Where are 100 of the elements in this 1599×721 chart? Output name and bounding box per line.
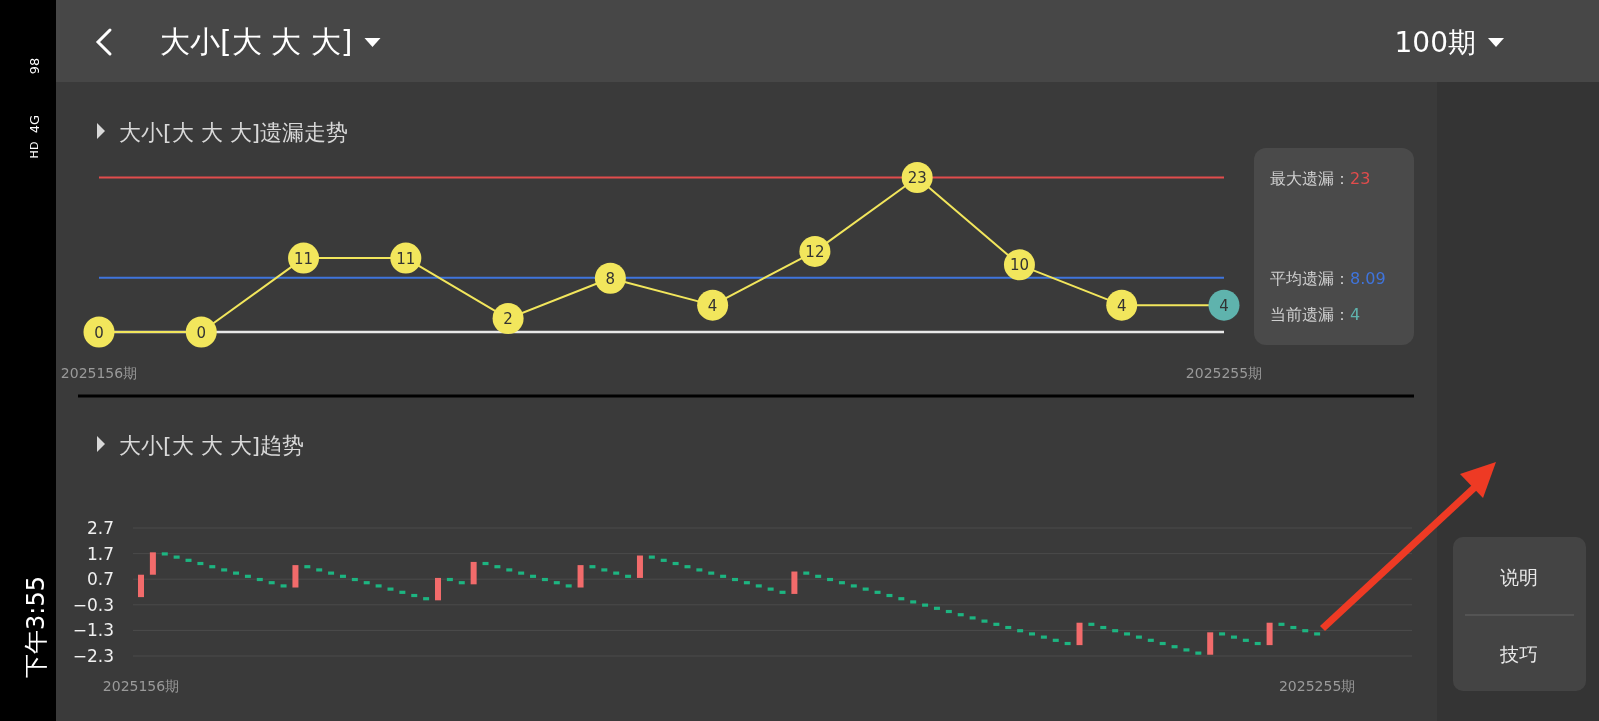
x-tick-label: 2025156期 (102, 678, 180, 694)
candlestick (1242, 638, 1249, 642)
candlestick (636, 555, 643, 578)
candlestick (743, 581, 750, 585)
candlestick (684, 565, 691, 569)
chart-title: 大小[大 大 大]趋势 (119, 433, 305, 458)
candlestick (672, 561, 679, 566)
text: 当前遗漏：4 (1270, 305, 1361, 324)
candlestick (1017, 629, 1024, 633)
candlestick (423, 597, 430, 601)
candlestick (886, 593, 893, 598)
y-tick-label: 0.7 (86, 569, 114, 590)
candlestick (292, 565, 299, 588)
candlestick (1088, 622, 1095, 626)
candlestick (161, 552, 168, 556)
candlestick (339, 574, 346, 578)
data-label: 11 (396, 249, 416, 268)
candlestick (149, 552, 156, 575)
y-tick-label: −0.3 (72, 594, 114, 615)
data-label: 2 (503, 310, 513, 329)
candlestick (838, 581, 845, 585)
candlestick (1171, 645, 1178, 649)
x-tick-label: 2025156期 (60, 365, 138, 381)
candlestick (221, 568, 228, 572)
candlestick (815, 574, 822, 578)
candlestick (648, 555, 655, 559)
candlestick (553, 581, 560, 585)
candlestick (244, 574, 251, 578)
candlestick (922, 603, 929, 607)
candlestick (1005, 625, 1012, 630)
text: 4G (26, 114, 42, 134)
data-label: 4 (707, 296, 718, 315)
candlestick (981, 619, 988, 623)
candlestick (1314, 632, 1321, 636)
y-tick-label: −2.3 (72, 646, 114, 666)
candlestick (827, 577, 834, 582)
candlestick (993, 622, 1000, 626)
data-label: 23 (907, 169, 927, 187)
candlestick (565, 584, 572, 588)
candlestick (1052, 638, 1059, 642)
data-label: 12 (805, 242, 825, 261)
candlestick (720, 574, 727, 578)
candlestick (518, 571, 525, 575)
candlestick (304, 565, 311, 569)
candlestick (1278, 622, 1285, 626)
candlestick (1266, 622, 1273, 646)
candlestick (1302, 629, 1309, 633)
candlestick (1290, 625, 1297, 630)
candlestick (732, 577, 738, 582)
candlestick (530, 574, 537, 578)
candlestick (1124, 632, 1131, 636)
candlestick (791, 571, 798, 594)
x-tick-label: 2025255期 (1278, 678, 1356, 694)
y-tick-label: −1.3 (72, 620, 114, 641)
candlestick (435, 577, 441, 601)
candlestick (1183, 648, 1190, 652)
data-label: 4 (1116, 296, 1127, 315)
data-label: 8 (605, 269, 616, 288)
candlestick (589, 565, 596, 569)
candlestick (933, 606, 940, 610)
candlestick (577, 565, 584, 588)
chart-title: 大小[大 大 大]遗漏走势 (119, 120, 349, 145)
candlestick (601, 568, 608, 572)
candlestick (1100, 625, 1107, 630)
candlestick (446, 577, 453, 582)
candlestick (280, 584, 287, 588)
data-label: 4 (1219, 296, 1229, 315)
candlestick (803, 571, 810, 575)
candlestick (328, 571, 335, 575)
data-label: 0 (94, 323, 104, 342)
candlestick (138, 574, 144, 598)
candlestick (945, 609, 952, 614)
candlestick (1040, 635, 1047, 639)
text: 98 (26, 57, 42, 75)
candlestick (708, 571, 715, 575)
candlestick (1219, 632, 1226, 636)
candlestick (197, 561, 204, 566)
data-label: 11 (294, 249, 314, 268)
candlestick (256, 577, 263, 582)
candlestick (506, 568, 513, 572)
candlestick (874, 590, 881, 594)
data-label: 10 (1009, 256, 1029, 275)
candlestick (767, 587, 774, 591)
candlestick (1064, 641, 1071, 646)
text: 100期 (1394, 26, 1476, 59)
candlestick (458, 581, 465, 585)
candlestick (541, 577, 548, 582)
candlestick (850, 584, 857, 588)
ref-line-label: 最大遗漏：23 (1270, 168, 1371, 188)
text: 大小[大 大 大] (160, 24, 353, 59)
candlestick (660, 558, 667, 562)
candlestick (494, 565, 501, 569)
candlestick (779, 590, 786, 594)
candlestick (862, 587, 869, 591)
candlestick (910, 600, 917, 604)
candlestick (470, 561, 477, 585)
candlestick (1254, 641, 1261, 646)
candlestick (399, 590, 406, 594)
data-label: 0 (196, 323, 207, 342)
point (185, 316, 217, 348)
